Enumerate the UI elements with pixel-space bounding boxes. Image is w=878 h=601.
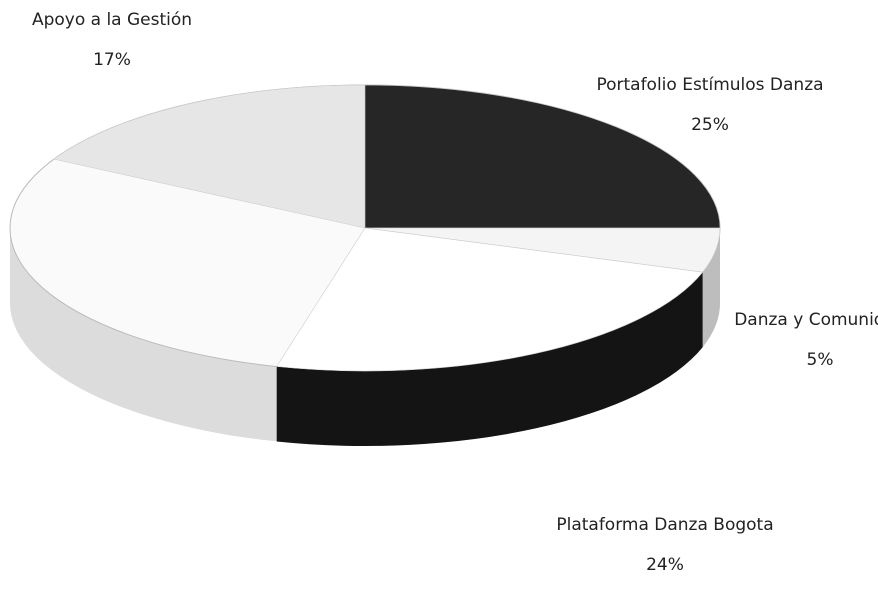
slice-value-label: 24%	[646, 555, 684, 575]
slice-value-label: 17%	[93, 50, 131, 70]
pie-slice	[276, 227, 704, 372]
pie-slice	[364, 84, 721, 229]
slice-label: Apoyo a la Gestión	[32, 10, 192, 30]
slice-value-label: 5%	[807, 350, 834, 370]
slice-label: Danza y Comunidad	[734, 310, 878, 330]
pie-slice-side	[276, 272, 703, 446]
pie-slice	[53, 84, 366, 229]
pie-slice-side	[702, 228, 720, 348]
slice-label: Portafolio Estímulos Danza	[596, 75, 823, 95]
slice-label: Plataforma Danza Bogota	[556, 515, 773, 535]
slice-value-label: 25%	[691, 115, 729, 135]
